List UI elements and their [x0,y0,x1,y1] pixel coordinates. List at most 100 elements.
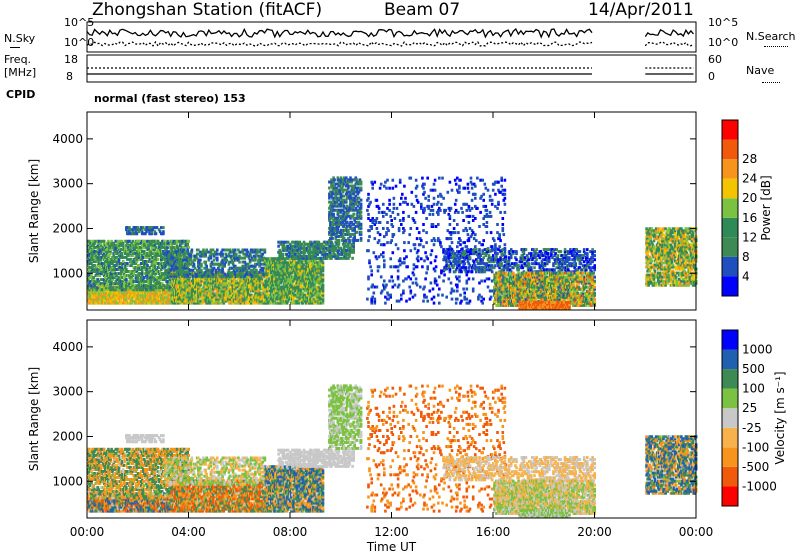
power-cell [163,291,166,295]
power-cell [91,280,94,284]
power-cell [90,270,93,273]
nave-tick-top: 60 [708,53,722,66]
power-cell [130,301,133,305]
power-cell [89,245,92,249]
nsearch-tick-bottom: 10^0 [708,36,739,49]
power-cell [92,239,95,243]
power-cell [90,286,93,290]
power-cell [99,251,103,255]
freq-tick-top: 18 [64,53,78,66]
power-cell [117,293,121,297]
power-cell [125,278,128,282]
power-cell [166,295,169,299]
power-cell [91,253,94,257]
power-cell [90,284,93,288]
power-cell [110,299,113,303]
nsky-line-key [10,47,20,48]
freq-unit: [MHz] [4,66,37,79]
power-cell [162,295,165,299]
power-cell [87,278,90,282]
power-cell [110,272,113,276]
power-cell [204,260,207,264]
power-cell [98,255,102,259]
power-cell [110,274,113,278]
power-cell [105,253,108,257]
power-cell [99,278,103,282]
power-cell [109,245,112,249]
power-cell [87,286,90,290]
power-cell [321,273,325,277]
power-cell [102,249,106,253]
power-cell [90,301,93,305]
nsearch-label: N.Search [746,30,796,43]
power-cell [89,276,92,280]
nave-label: Nave [746,64,775,77]
nsky-label: N.Sky [4,32,36,45]
freq-label: Freq. [4,53,32,66]
power-cell [97,239,101,243]
power-cell [169,301,173,305]
power-cell [332,212,335,216]
power-cell [96,241,100,245]
power-cell [120,291,124,295]
power-cell [146,299,149,303]
power-cell [168,293,171,297]
power-cell [95,245,99,249]
power-cell [139,301,143,305]
power-cell [97,280,101,284]
power-cell [95,251,99,255]
power-cell [154,232,158,236]
power-cell [103,264,107,267]
nsearch-line-key [764,46,788,47]
power-cell [107,270,110,273]
power-cell [136,293,140,297]
power-cell [235,252,238,256]
power-cell [185,270,188,274]
power-cell [102,299,106,303]
power-cell [163,293,166,297]
power-cell [93,245,96,249]
power-cell [144,293,147,297]
power-cell [109,249,112,253]
power-cell [89,280,92,284]
power-cell [96,249,100,253]
power-cell [147,297,150,301]
power-cell [103,276,107,280]
power-cell [156,257,160,261]
power-cell [321,261,325,265]
power-cell [99,245,103,249]
power-cell [94,253,97,257]
power-cell [102,241,106,245]
beam-title: Beam 07 [384,0,461,20]
power-cell [112,253,115,257]
power-cell [106,251,109,255]
power-cell [130,291,133,295]
power-cell [107,291,110,295]
power-cell [125,299,128,303]
power-cell [99,239,103,243]
power-cell [99,264,103,267]
power-cell [106,278,109,282]
power-cell [107,260,110,263]
power-cell [152,299,156,303]
power-cell [105,243,108,247]
power-cell [96,278,100,282]
power-cell [87,253,90,257]
power-cell [169,260,173,264]
power-cell [100,282,104,286]
nsearch-tick-top: 10^5 [708,16,739,29]
power-cell [130,297,133,301]
power-cell [91,282,94,286]
power-cell [89,241,92,245]
power-cell [98,266,102,269]
power-cell [112,247,115,251]
power-cell [148,293,151,297]
power-cell [100,270,104,273]
power-cell [162,297,165,301]
power-cell [190,248,194,252]
power-cell [158,291,162,295]
power-cell [102,251,106,255]
nsky-line [86,27,694,39]
power-cell [186,248,189,252]
power-cell [135,297,139,301]
